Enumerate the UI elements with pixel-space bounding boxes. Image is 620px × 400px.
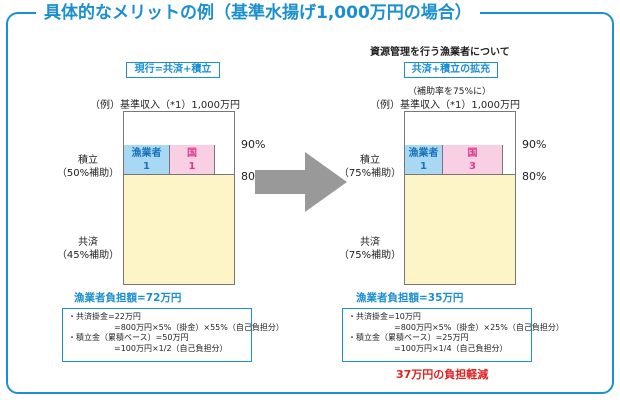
- right-burden: 漁業者負担額=35万円: [356, 292, 464, 304]
- left-kyosai-fill: [124, 174, 234, 284]
- left-pct-90: 90%: [241, 138, 266, 151]
- left-burden: 漁業者負担額=72万円: [74, 292, 182, 304]
- right-tsumitate-label: 積立 （75%補助）: [338, 155, 402, 179]
- left-badge: 現行=共済+積立: [126, 62, 220, 78]
- right-heading: 資源管理を行う漁業者について: [370, 47, 510, 58]
- right-pct-80: 80%: [522, 170, 547, 183]
- left-fisher-segment: 漁業者 1: [124, 145, 170, 175]
- left-kyosai-label: 共済 （45%補助）: [56, 237, 120, 261]
- page-title: 具体的なメリットの例（基準水揚げ1,000万円の場合）: [36, 2, 480, 24]
- right-kyosai-fill: [405, 174, 515, 284]
- right-column: 漁業者 1 国 3: [404, 111, 516, 285]
- left-tsumitate-label: 積立 （50%補助）: [56, 155, 120, 179]
- left-government-segment: 国 1: [170, 145, 215, 175]
- left-column: 漁業者 1 国 1: [123, 111, 235, 285]
- arrow-right-icon: [255, 152, 347, 212]
- right-government-segment: 国 3: [443, 145, 503, 175]
- left-detail-box: ・共済掛金=22万円 =800万円×5%（掛金）×55%（自己負担分） ・積立金…: [62, 308, 284, 362]
- right-pct-90: 90%: [522, 138, 547, 151]
- left-income-label: （例）基準収入（*1）1,000万円: [90, 100, 240, 111]
- right-note: （補助率を75%に）: [408, 87, 492, 97]
- right-fisher-segment: 漁業者 1: [405, 145, 443, 175]
- reduction-text: 37万円の負担軽減: [396, 368, 489, 381]
- right-detail-box: ・共済掛金=10万円 =800万円×5%（掛金）×25%（自己負担分） ・積立金…: [342, 308, 564, 362]
- right-badge: 共済+積立の拡充: [404, 62, 498, 78]
- right-income-label: （例）基準収入（*1）1,000万円: [370, 100, 520, 111]
- right-kyosai-label: 共済 （75%補助）: [338, 237, 402, 261]
